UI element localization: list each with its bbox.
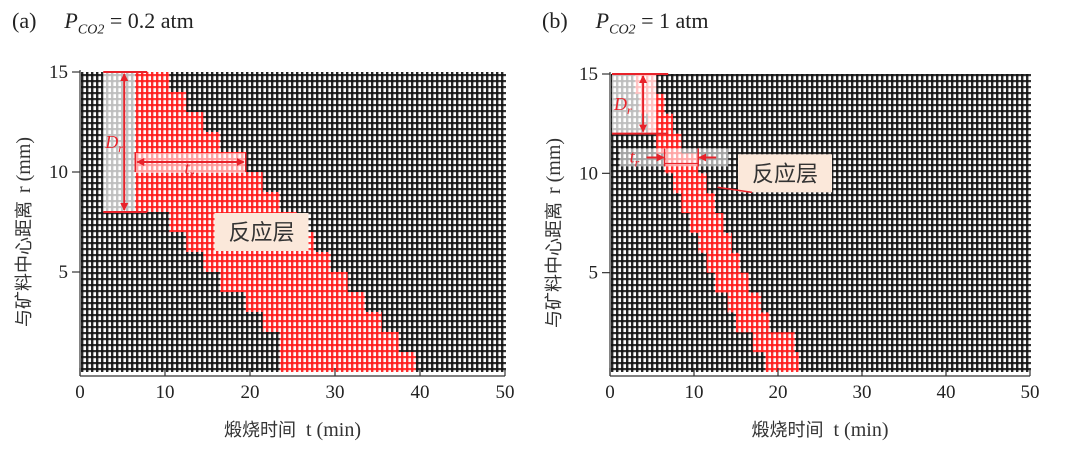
y-tick-label-10: 10 bbox=[49, 162, 68, 183]
x-axis-label: 煅烧时间 t (min) bbox=[752, 419, 889, 441]
x-tick-label-40: 40 bbox=[411, 382, 430, 403]
x-tick-label-40: 40 bbox=[937, 382, 956, 403]
panel-b-title-sub: CO2 bbox=[609, 22, 636, 38]
dr-highlight-band bbox=[612, 74, 657, 134]
panel-b-title-var: P bbox=[595, 8, 610, 33]
y-axis-label-en: r (mm) bbox=[543, 138, 565, 194]
y-axis-label: 与矿料中心距离 r (mm) bbox=[13, 137, 35, 327]
reaction-layer-row-11 bbox=[727, 292, 762, 313]
panel-b-title-value: = 1 atm bbox=[641, 8, 709, 33]
reaction-layer-row-6 bbox=[135, 192, 280, 212]
x-axis-label: 煅烧时间 t (min) bbox=[224, 419, 361, 441]
reaction-layer-row-13 bbox=[752, 332, 795, 353]
y-tick-label-15: 15 bbox=[49, 62, 68, 83]
dr-highlight-band bbox=[103, 72, 136, 212]
reaction-layer-row-0 bbox=[135, 72, 170, 92]
x-axis-label-en: t (min) bbox=[306, 419, 361, 441]
x-tick-label-0: 0 bbox=[605, 382, 615, 403]
y-axis-label-cn: 与矿料中心距离 bbox=[544, 202, 565, 328]
x-axis-label-cn: 煅烧时间 bbox=[752, 420, 824, 441]
reaction-layer-row-12 bbox=[736, 312, 770, 333]
reaction-layer-row-9 bbox=[203, 252, 331, 272]
reaction-layer-label-box bbox=[738, 154, 832, 193]
reaction-layer-row-3 bbox=[135, 132, 221, 152]
x-axis-label-cn: 煅烧时间 bbox=[224, 420, 296, 441]
tr-label-sub: r bbox=[635, 155, 640, 169]
reaction-layer-row-1 bbox=[135, 92, 187, 112]
x-tick-label-0: 0 bbox=[75, 382, 85, 403]
panel-a-label: (a) bbox=[12, 8, 37, 33]
y-tick-label-5: 5 bbox=[59, 262, 69, 283]
tr-highlight bbox=[619, 148, 729, 167]
reaction-layer-row-8 bbox=[698, 232, 732, 253]
reaction-layer-row-12 bbox=[262, 312, 382, 332]
panel-a-title-var: P bbox=[64, 8, 78, 33]
reaction-layer-row-14 bbox=[765, 352, 799, 372]
reaction-layer-row-10 bbox=[220, 272, 348, 292]
y-tick-label-15: 15 bbox=[579, 64, 598, 85]
y-tick-label-10: 10 bbox=[579, 163, 598, 184]
reaction-layer-row-5 bbox=[135, 172, 263, 192]
reaction-layer-row-13 bbox=[279, 332, 399, 352]
x-tick-label-30: 30 bbox=[853, 382, 872, 403]
reaction-layer-row-14 bbox=[279, 352, 416, 372]
reaction-layer-row-10 bbox=[715, 272, 749, 293]
reaction-layer-row-5 bbox=[673, 173, 707, 194]
x-axis-label-en: t (min) bbox=[834, 419, 889, 441]
reaction-layer-row-7 bbox=[689, 213, 724, 233]
dr-label-sub: r bbox=[627, 103, 632, 117]
reaction-layer-row-9 bbox=[706, 252, 741, 273]
dr-label-sub: r bbox=[118, 141, 123, 155]
tr-label: tr bbox=[630, 146, 640, 169]
reaction-layer-label: 反应层 bbox=[752, 162, 818, 187]
y-axis-label-en: r (mm) bbox=[13, 137, 35, 193]
tr-label: tr bbox=[185, 158, 195, 181]
panel-a: (a) PCO2 = 0.2 atm Dr tr 反应层 0 10 20 30 40 50 5 10 1… bbox=[12, 8, 515, 441]
panel-a-title-sub: CO2 bbox=[77, 22, 105, 38]
reaction-layer-label-box bbox=[214, 213, 309, 251]
x-tick-label-50: 50 bbox=[496, 382, 515, 403]
reaction-layer-row-2 bbox=[135, 112, 204, 132]
panel-b-title: (b) PCO2 = 1 atm bbox=[542, 8, 708, 38]
reaction-layer-pointer bbox=[717, 186, 753, 194]
x-tick-label-20: 20 bbox=[241, 382, 260, 403]
panel-a-title-value: = 0.2 atm bbox=[109, 8, 194, 33]
y-axis-label: 与矿料中心距离 r (mm) bbox=[543, 138, 565, 328]
reaction-layer-row-6 bbox=[681, 193, 715, 214]
x-tick-label-10: 10 bbox=[685, 382, 704, 403]
x-tick-label-20: 20 bbox=[769, 382, 788, 403]
reaction-layer-row-11 bbox=[245, 292, 365, 312]
y-axis-label-cn: 与矿料中心距离 bbox=[14, 201, 35, 327]
unreacted-region bbox=[611, 74, 1031, 372]
x-tick-label-10: 10 bbox=[156, 382, 175, 403]
panel-b-label: (b) bbox=[542, 8, 568, 33]
x-tick-label-30: 30 bbox=[326, 382, 345, 403]
panel-a-title: (a) PCO2 = 0.2 atm bbox=[12, 8, 194, 38]
y-tick-label-5: 5 bbox=[589, 263, 599, 284]
panel-b: (b) PCO2 = 1 atm Dr tr 反应层 0 10 20 30 40 50 5 10 15 煅… bbox=[530, 0, 1080, 459]
reaction-layer-label: 反应层 bbox=[228, 221, 294, 246]
x-tick-label-50: 50 bbox=[1021, 382, 1040, 403]
tr-label-sub: r bbox=[190, 167, 195, 181]
